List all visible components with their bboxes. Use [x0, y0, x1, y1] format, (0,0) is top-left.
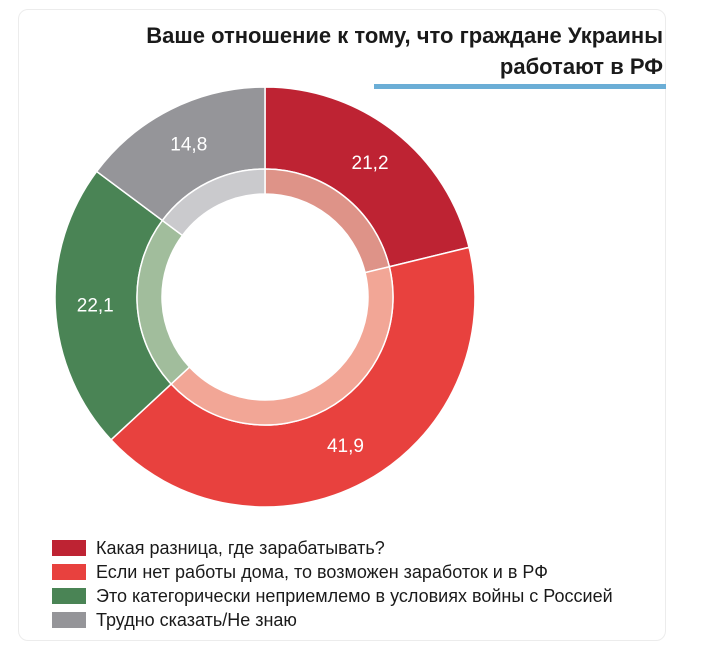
legend-swatch — [52, 564, 86, 580]
legend-swatch — [52, 588, 86, 604]
donut-chart: 21,2 41,9 22,1 14,8 — [54, 86, 476, 508]
slice-4-value-label: 14,8 — [170, 135, 207, 156]
slice-1-value-label: 21,2 — [352, 153, 389, 174]
legend-swatch — [52, 540, 86, 556]
legend-label: Трудно сказать/Не знаю — [96, 609, 297, 630]
title-underline — [374, 84, 666, 89]
legend-item-4: Трудно сказать/Не знаю — [52, 608, 613, 632]
legend-label: Какая разница, где зарабатывать? — [96, 537, 385, 558]
legend-item-1: Какая разница, где зарабатывать? — [52, 536, 613, 560]
slice-3-value-label: 22,1 — [77, 296, 114, 317]
chart-title-line-1: Ваше отношение к тому, что граждане Укра… — [146, 23, 663, 48]
chart-title-line-2: работают в РФ — [499, 54, 663, 79]
slice-4-inner — [161, 168, 266, 237]
legend-label: Это категорически неприемлемо в условиях… — [96, 585, 613, 606]
chart-legend: Какая разница, где зарабатывать? Если нет… — [52, 536, 613, 632]
chart-title: Ваше отношение к тому, что граждане Укра… — [63, 20, 663, 82]
legend-swatch — [52, 612, 86, 628]
slice-2-value-label: 41,9 — [327, 436, 364, 457]
legend-label: Если нет работы дома, то возможен зарабо… — [96, 561, 548, 582]
legend-item-3: Это категорически неприемлемо в условиях… — [52, 584, 613, 608]
legend-item-2: Если нет работы дома, то возможен зарабо… — [52, 560, 613, 584]
